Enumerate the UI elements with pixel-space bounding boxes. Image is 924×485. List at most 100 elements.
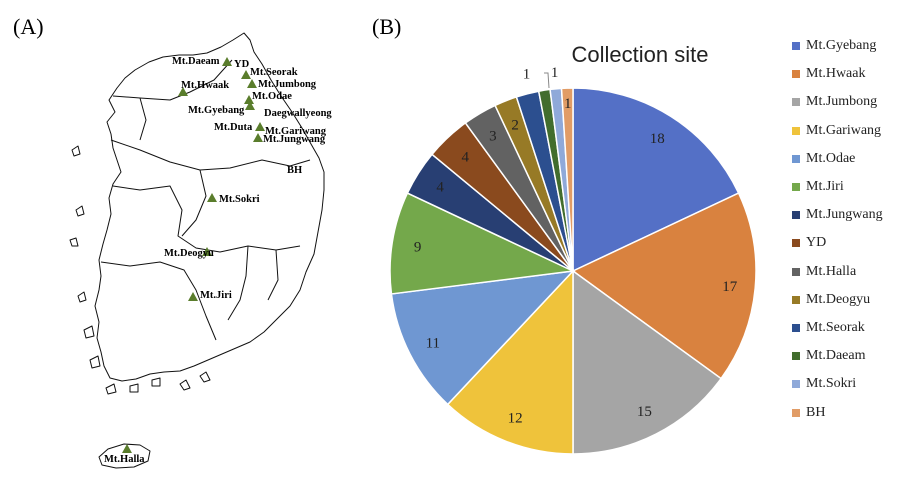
legend-label: Mt.Sokri [806, 376, 857, 392]
province-boundary [181, 169, 207, 237]
site-label-mt-hwaak: Mt.Hwaak [181, 80, 229, 91]
province-boundary [227, 245, 249, 321]
legend-item-mt-sokri: Mt.Sokri [792, 374, 856, 394]
legend-label: Mt.Odae [806, 150, 856, 166]
island [179, 379, 191, 391]
site-label-daegwallyeong: Daegwallyeong [264, 108, 332, 119]
site-marker-mt-daeam [222, 57, 232, 66]
legend-label: Mt.Halla [806, 263, 857, 279]
legend-swatch [792, 408, 800, 417]
legend-item-mt-deogyu: Mt.Deogyu [792, 290, 870, 310]
legend-item-mt-odae: Mt.Odae [792, 149, 855, 169]
pie-label-mt-odae: 11 [426, 335, 440, 351]
legend-item-mt-halla: Mt.Halla [792, 262, 856, 282]
pie-label-bh: 1 [564, 96, 572, 112]
pie-slice-mt-jumbong [572, 269, 723, 455]
legend-item-mt-seorak: Mt.Seorak [792, 318, 865, 338]
site-label-mt-gyebang: Mt.Gyebang [188, 105, 245, 116]
island [83, 325, 95, 339]
island [69, 237, 79, 247]
legend-swatch [792, 295, 800, 304]
legend-swatch [792, 267, 800, 276]
pie-slice-mt-odae [390, 269, 575, 406]
island [89, 355, 101, 369]
pie-label-yd: 4 [462, 149, 470, 165]
pie-slice-mt-gyebang [572, 87, 740, 273]
legend-item-mt-hwaak: Mt.Hwaak [792, 64, 866, 84]
site-marker-mt-sokri [207, 193, 217, 202]
province-boundary [139, 97, 147, 141]
mainland-outline [94, 32, 325, 382]
pie-label-mt-sokri: 1 [551, 65, 559, 81]
province-boundary [100, 261, 217, 341]
province-boundary [267, 249, 279, 301]
legend-label: Mt.Gyebang [806, 38, 877, 53]
panel-b-label: (B) [372, 14, 402, 39]
island [199, 371, 211, 383]
legend-label: Mt.Seorak [806, 320, 865, 335]
pie-slice-mt-hwaak [571, 192, 757, 380]
site-label-mt-seorak: Mt.Seorak [250, 67, 298, 78]
legend-label: Mt.Deogyu [806, 291, 871, 307]
legend-swatch [792, 380, 800, 389]
site-label-bh: BH [287, 165, 302, 176]
legend-swatch [792, 42, 800, 50]
site-label-mt-jungwang: Mt.Jungwang [263, 134, 326, 145]
legend-swatch [792, 239, 800, 248]
island [71, 145, 81, 157]
site-label-yd: YD [234, 59, 250, 70]
site-marker-mt-gyebang [245, 101, 255, 110]
site-marker-mt-jiri [188, 292, 198, 301]
legend-item-mt-gyebang: Mt.Gyebang [792, 36, 876, 56]
legend-item-mt-gariwang: Mt.Gariwang [792, 121, 881, 141]
legend-item-mt-daeam: Mt.Daeam [792, 346, 865, 366]
pie-label-mt-daeam: 1 [523, 66, 531, 82]
pie-slice-bh [560, 87, 574, 272]
pie-label-mt-jungwang: 4 [436, 180, 444, 196]
legend-label: Mt.Jumbong [806, 94, 878, 110]
site-marker-mt-jumbong [247, 79, 257, 88]
site-label-mt-odae: Mt.Odae [252, 91, 292, 102]
site-label-mt-jiri: Mt.Jiri [200, 290, 232, 301]
site-label-mt-deogyu: Mt.Deogyu [164, 248, 214, 259]
site-label-mt-duta: Mt.Duta [214, 122, 253, 133]
legend-label: Mt.Jungwang [806, 207, 883, 223]
site-marker-mt-halla [122, 444, 132, 453]
legend-item-yd: YD [792, 233, 826, 253]
legend-swatch [792, 154, 800, 163]
legend-label: Mt.Hwaak [806, 66, 866, 82]
legend-label: Mt.Daeam [806, 348, 866, 364]
legend-swatch [792, 211, 800, 220]
legend-label: Mt.Gariwang [806, 122, 882, 138]
legend-swatch [792, 324, 800, 332]
pie-label-mt-gariwang: 12 [508, 410, 523, 426]
legend-label: BH [806, 404, 826, 420]
pie-slice-mt-gariwang [446, 269, 574, 455]
pie-label-mt-gyebang: 18 [650, 131, 665, 147]
legend-label: YD [806, 235, 827, 251]
site-marker-mt-deogyu [202, 247, 212, 256]
legend-item-mt-jungwang: Mt.Jungwang [792, 205, 883, 225]
legend-item-mt-jiri: Mt.Jiri [792, 177, 844, 197]
site-label-mt-halla: Mt.Halla [104, 454, 145, 465]
legend-swatch [792, 98, 800, 107]
site-marker-mt-odae [244, 95, 254, 104]
jeju-island [98, 443, 151, 469]
province-boundary [112, 185, 301, 253]
site-marker-mt-hwaak [178, 87, 188, 96]
island [105, 383, 117, 395]
site-label-mt-sokri: Mt.Sokri [219, 194, 260, 205]
legend-swatch [792, 183, 800, 191]
site-marker-mt-seorak [241, 70, 251, 79]
panel-a-label: (A) [13, 14, 44, 39]
island [75, 205, 85, 217]
site-label-mt-jumbong: Mt.Jumbong [258, 79, 317, 90]
leader-line [544, 72, 550, 89]
pie-slice-mt-jiri [389, 192, 576, 295]
legend-swatch [792, 352, 800, 361]
province-boundary [110, 139, 311, 171]
site-marker-mt-jungwang [253, 133, 263, 142]
